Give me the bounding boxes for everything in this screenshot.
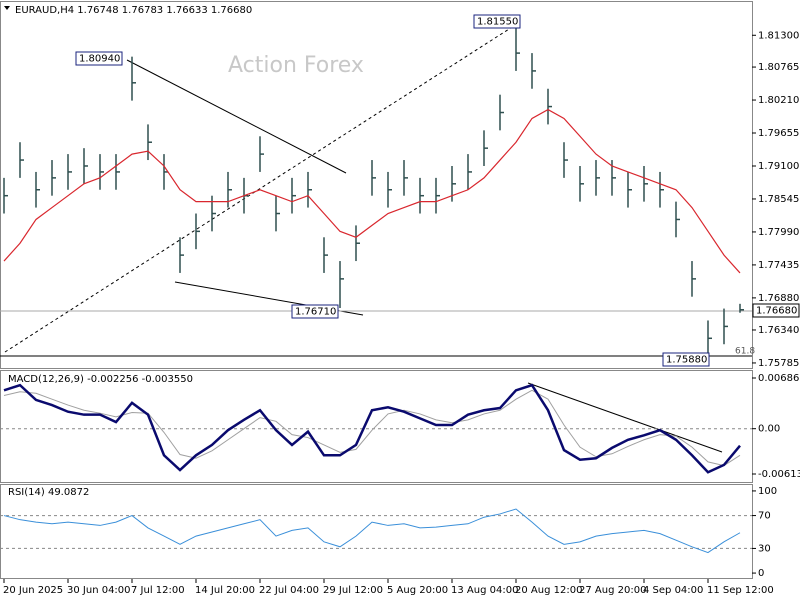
annotation-box: [662, 352, 710, 367]
last-price-box: [752, 303, 800, 318]
x-tick-label: 27 Aug 20:00: [579, 585, 646, 596]
annotation-box: [291, 304, 339, 319]
x-tick-label: 4 Sep 04:00: [643, 585, 703, 596]
menu-arrow: [4, 6, 10, 10]
y-tick-label: 0.006868: [758, 373, 800, 384]
y-tick-label: 1.80210: [758, 95, 799, 106]
x-tick-label: 7 Jul 12:00: [131, 585, 185, 596]
x-tick-label: 30 Jun 04:00: [67, 585, 131, 596]
price-panel: [0, 1, 753, 369]
signal-line: [3, 389, 741, 467]
x-tick-label: 22 Jul 04:00: [259, 585, 319, 596]
y-tick-label: 1.76880: [758, 293, 799, 304]
y-tick-label: 100: [758, 486, 777, 497]
annotation-box: [75, 51, 123, 66]
y-tick-label: 1.77435: [758, 260, 799, 271]
y-tick-label: 0.00: [758, 424, 780, 435]
y-tick-label: 1.75785: [758, 358, 799, 369]
y-tick-label: 70: [758, 511, 771, 522]
moving-average: [3, 108, 741, 274]
trend-line: [126, 59, 347, 174]
x-tick-label: 14 Jul 20:00: [195, 585, 255, 596]
plot-layer: 1.81300 1.80765 1.80210 1.79655 1.79100 1.785…: [0, 20, 800, 596]
chart-title: EURAUD,H4 1.76748 1.76783 1.76633 1.7668…: [15, 5, 252, 16]
annotation: 1.80940: [79, 54, 120, 65]
x-tick-label: 20 Aug 12:00: [515, 585, 582, 596]
y-tick-label: 1.77990: [758, 227, 799, 238]
y-tick-label: 1.79100: [758, 161, 799, 172]
last-price: 1.76680: [756, 306, 797, 317]
y-tick-label: 1.79655: [758, 128, 799, 139]
fib-label: 61.8: [735, 347, 755, 357]
x-tick-label: 5 Aug 20:00: [387, 585, 448, 596]
macd-line: [3, 383, 741, 474]
rsi-line: [3, 508, 741, 554]
rsi-panel: [0, 484, 753, 579]
watermark: Action Forex: [228, 53, 364, 78]
y-tick-label: -0.006137: [758, 469, 800, 480]
y-tick-label: 0: [758, 568, 764, 579]
macd-title: MACD(12,26,9) -0.002256 -0.003550: [8, 374, 193, 385]
macd-panel: [0, 370, 753, 483]
y-tick-label: 1.81300: [758, 30, 799, 41]
trend-line: [527, 382, 723, 453]
rsi-title: RSI(14) 49.0872: [8, 487, 89, 498]
y-tick-label: 30: [758, 543, 771, 554]
y-tick-label: 1.78545: [758, 194, 799, 205]
x-tick-label: 11 Sep 12:00: [707, 585, 774, 596]
annotation-box: [473, 14, 521, 29]
y-tick-label: 1.80765: [758, 62, 799, 73]
annotation: 1.76710: [295, 307, 336, 318]
x-tick-label: 29 Jul 12:00: [323, 585, 383, 596]
annotation: 1.75880: [666, 355, 707, 366]
y-tick-label: 1.76340: [758, 325, 799, 336]
annotation: 1.81550: [477, 17, 518, 28]
x-tick-label: 13 Aug 04:00: [451, 585, 518, 596]
x-tick-label: 20 Jun 2025: [3, 585, 63, 596]
